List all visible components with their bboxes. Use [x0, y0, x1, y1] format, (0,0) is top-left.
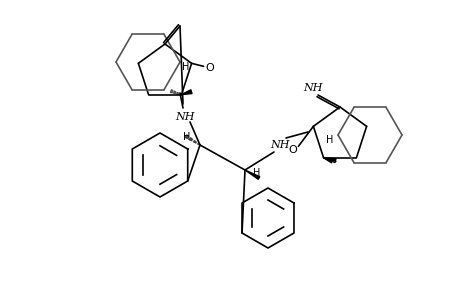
Text: NH: NH — [175, 112, 194, 122]
Polygon shape — [176, 92, 178, 94]
Text: H: H — [182, 62, 189, 72]
Text: O: O — [205, 63, 213, 73]
Polygon shape — [193, 141, 196, 143]
Polygon shape — [323, 158, 335, 163]
Polygon shape — [173, 91, 175, 93]
Polygon shape — [197, 143, 200, 145]
Polygon shape — [245, 170, 259, 179]
Text: H: H — [325, 135, 333, 145]
Polygon shape — [189, 138, 192, 141]
Text: O: O — [287, 145, 296, 155]
Polygon shape — [181, 90, 191, 95]
Polygon shape — [185, 135, 188, 138]
Polygon shape — [170, 90, 173, 93]
Text: H: H — [182, 132, 190, 142]
Polygon shape — [179, 94, 181, 95]
Text: NH: NH — [302, 83, 322, 93]
Text: NH: NH — [270, 140, 289, 150]
Text: ...: ... — [331, 157, 337, 163]
Text: H: H — [252, 168, 260, 178]
